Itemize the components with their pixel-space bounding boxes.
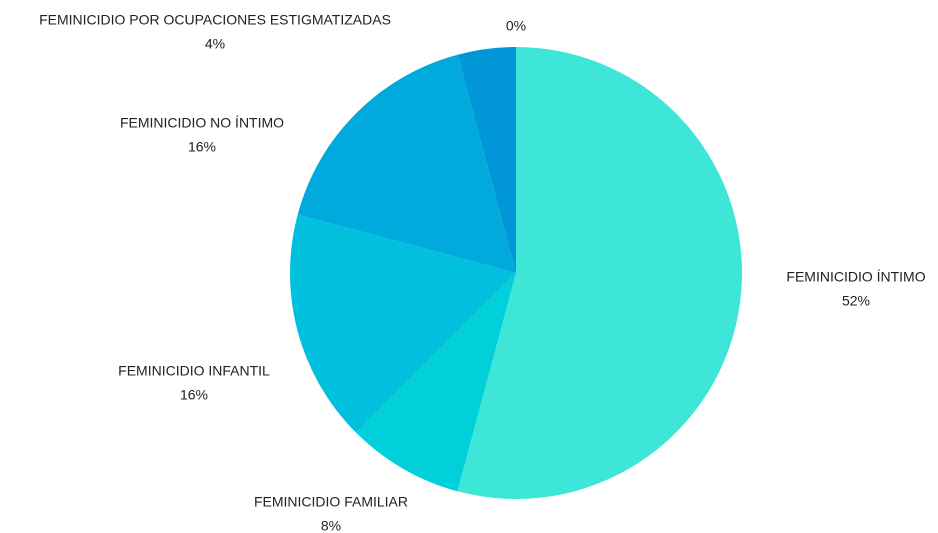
slice-value: 8% bbox=[321, 518, 341, 533]
pie-slice bbox=[457, 47, 516, 273]
pie-slice bbox=[356, 273, 516, 492]
slice-label: FEMINICIDIO POR OCUPACIONES ESTIGMATIZAD… bbox=[39, 12, 391, 28]
pie-slice bbox=[457, 47, 743, 499]
slice-label: FEMINICIDIO FAMILIAR bbox=[254, 494, 408, 510]
pie-slice bbox=[290, 214, 516, 433]
pie-slice bbox=[297, 54, 516, 274]
slice-value: 16% bbox=[188, 139, 216, 155]
slice-value: 4% bbox=[205, 36, 225, 52]
slice-value: 0% bbox=[506, 18, 526, 34]
slice-label: FEMINICIDIO ÍNTIMO bbox=[786, 269, 925, 285]
slice-value: 52% bbox=[842, 293, 870, 309]
slice-label: FEMINICIDIO INFANTIL bbox=[118, 363, 270, 379]
slice-label: FEMINICIDIO NO ÍNTIMO bbox=[120, 115, 284, 131]
slice-value: 16% bbox=[180, 387, 208, 403]
